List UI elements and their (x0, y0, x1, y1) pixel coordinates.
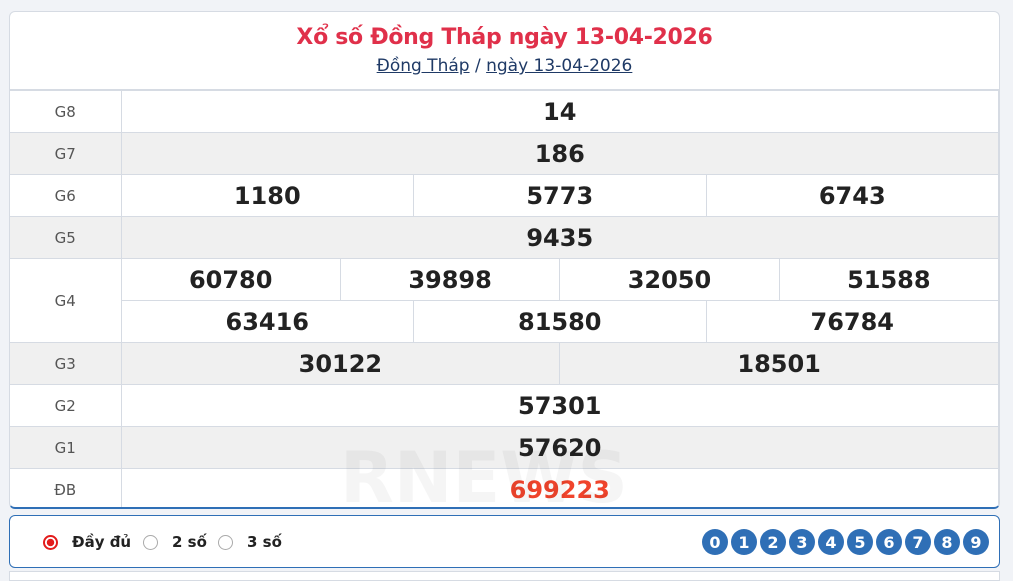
results-header: Xổ số Đồng Tháp ngày 13-04-2026 Đồng Thá… (10, 12, 999, 90)
prize-number: 81580 (413, 300, 707, 343)
prize-row-G1: G1 57620 (10, 426, 999, 469)
prize-row-G5: G5 9435 (10, 216, 999, 259)
prize-row-G3: G3 30122 18501 (10, 342, 999, 385)
filter-option-label: Đầy đủ (72, 533, 132, 551)
prize-number: 32050 (559, 258, 780, 301)
prize-row-G8: G8 14 (10, 90, 999, 133)
prize-number: 57620 (120, 426, 999, 469)
prize-number: 76784 (705, 300, 999, 343)
prize-row-G4: G4 60780 39898 32050 51588 (10, 258, 999, 343)
prize-label: G2 (10, 384, 122, 427)
prize-label: G8 (10, 90, 122, 133)
prize-row-G4: 63416 81580 76784 (10, 300, 999, 343)
results-table: G8 14 G7 186 G6 1180 5773 6743 G5 9435 G4 60780 3989… (10, 90, 999, 507)
next-table-edge (9, 571, 1000, 581)
prize-number: 1180 (120, 174, 414, 217)
digit-button-8[interactable]: 8 (934, 529, 960, 555)
prize-number: 18501 (559, 342, 999, 385)
radio-button[interactable] (218, 534, 233, 550)
filter-option[interactable]: Đầy đủ (43, 533, 131, 551)
prize-label: ĐB (10, 468, 122, 507)
breadcrumb-province-link[interactable]: Đồng Tháp (376, 56, 470, 76)
prize-number: 14 (120, 90, 999, 133)
digit-button-4[interactable]: 4 (818, 529, 844, 555)
prize-number: 9435 (120, 216, 999, 259)
prize-number: 5773 (413, 174, 707, 217)
prize-row-G7: G7 186 (10, 132, 999, 175)
digit-button-5[interactable]: 5 (847, 529, 873, 555)
filter-option-label: 2 số (172, 533, 207, 551)
filter-option[interactable]: 3 số (218, 533, 282, 551)
prize-number: 63416 (120, 300, 414, 343)
prize-number: 6743 (705, 174, 999, 217)
prize-label: G4 (10, 258, 122, 343)
prize-row-G2: G2 57301 (10, 384, 999, 427)
prize-number: 699223 (120, 468, 999, 507)
radio-button[interactable] (143, 534, 158, 550)
prize-number: 60780 (120, 258, 341, 301)
digit-button-2[interactable]: 2 (760, 529, 786, 555)
prize-label: G3 (10, 342, 122, 385)
page-title: Xổ số Đồng Tháp ngày 13-04-2026 (296, 25, 713, 50)
prize-label: G6 (10, 174, 122, 217)
digit-button-0[interactable]: 0 (702, 529, 728, 555)
prize-number: 30122 (120, 342, 561, 385)
prize-number: 57301 (120, 384, 999, 427)
digit-button-9[interactable]: 9 (963, 529, 989, 555)
prize-row-ĐB: ĐB 699223 (10, 468, 999, 507)
filter-option-label: 3 số (247, 533, 282, 551)
filter-option[interactable]: 2 số (143, 533, 207, 551)
prize-number: 39898 (339, 258, 561, 301)
breadcrumb-separator: / (474, 56, 481, 76)
digit-button-3[interactable]: 3 (789, 529, 815, 555)
digit-button-1[interactable]: 1 (731, 529, 757, 555)
radio-button[interactable] (43, 534, 58, 550)
breadcrumb-date-link[interactable]: ngày 13-04-2026 (486, 56, 633, 76)
prize-number: 51588 (778, 258, 999, 301)
prize-row-G6: G6 1180 5773 6743 (10, 174, 999, 217)
breadcrumb: Đồng Tháp / ngày 13-04-2026 (10, 56, 999, 76)
prize-label: G7 (10, 132, 122, 175)
digit-button-7[interactable]: 7 (905, 529, 931, 555)
digit-button-6[interactable]: 6 (876, 529, 902, 555)
prize-label: G5 (10, 216, 122, 259)
prize-label: G1 (10, 426, 122, 469)
prize-number: 186 (120, 132, 999, 175)
results-card: Xổ số Đồng Tháp ngày 13-04-2026 Đồng Thá… (9, 11, 1000, 509)
